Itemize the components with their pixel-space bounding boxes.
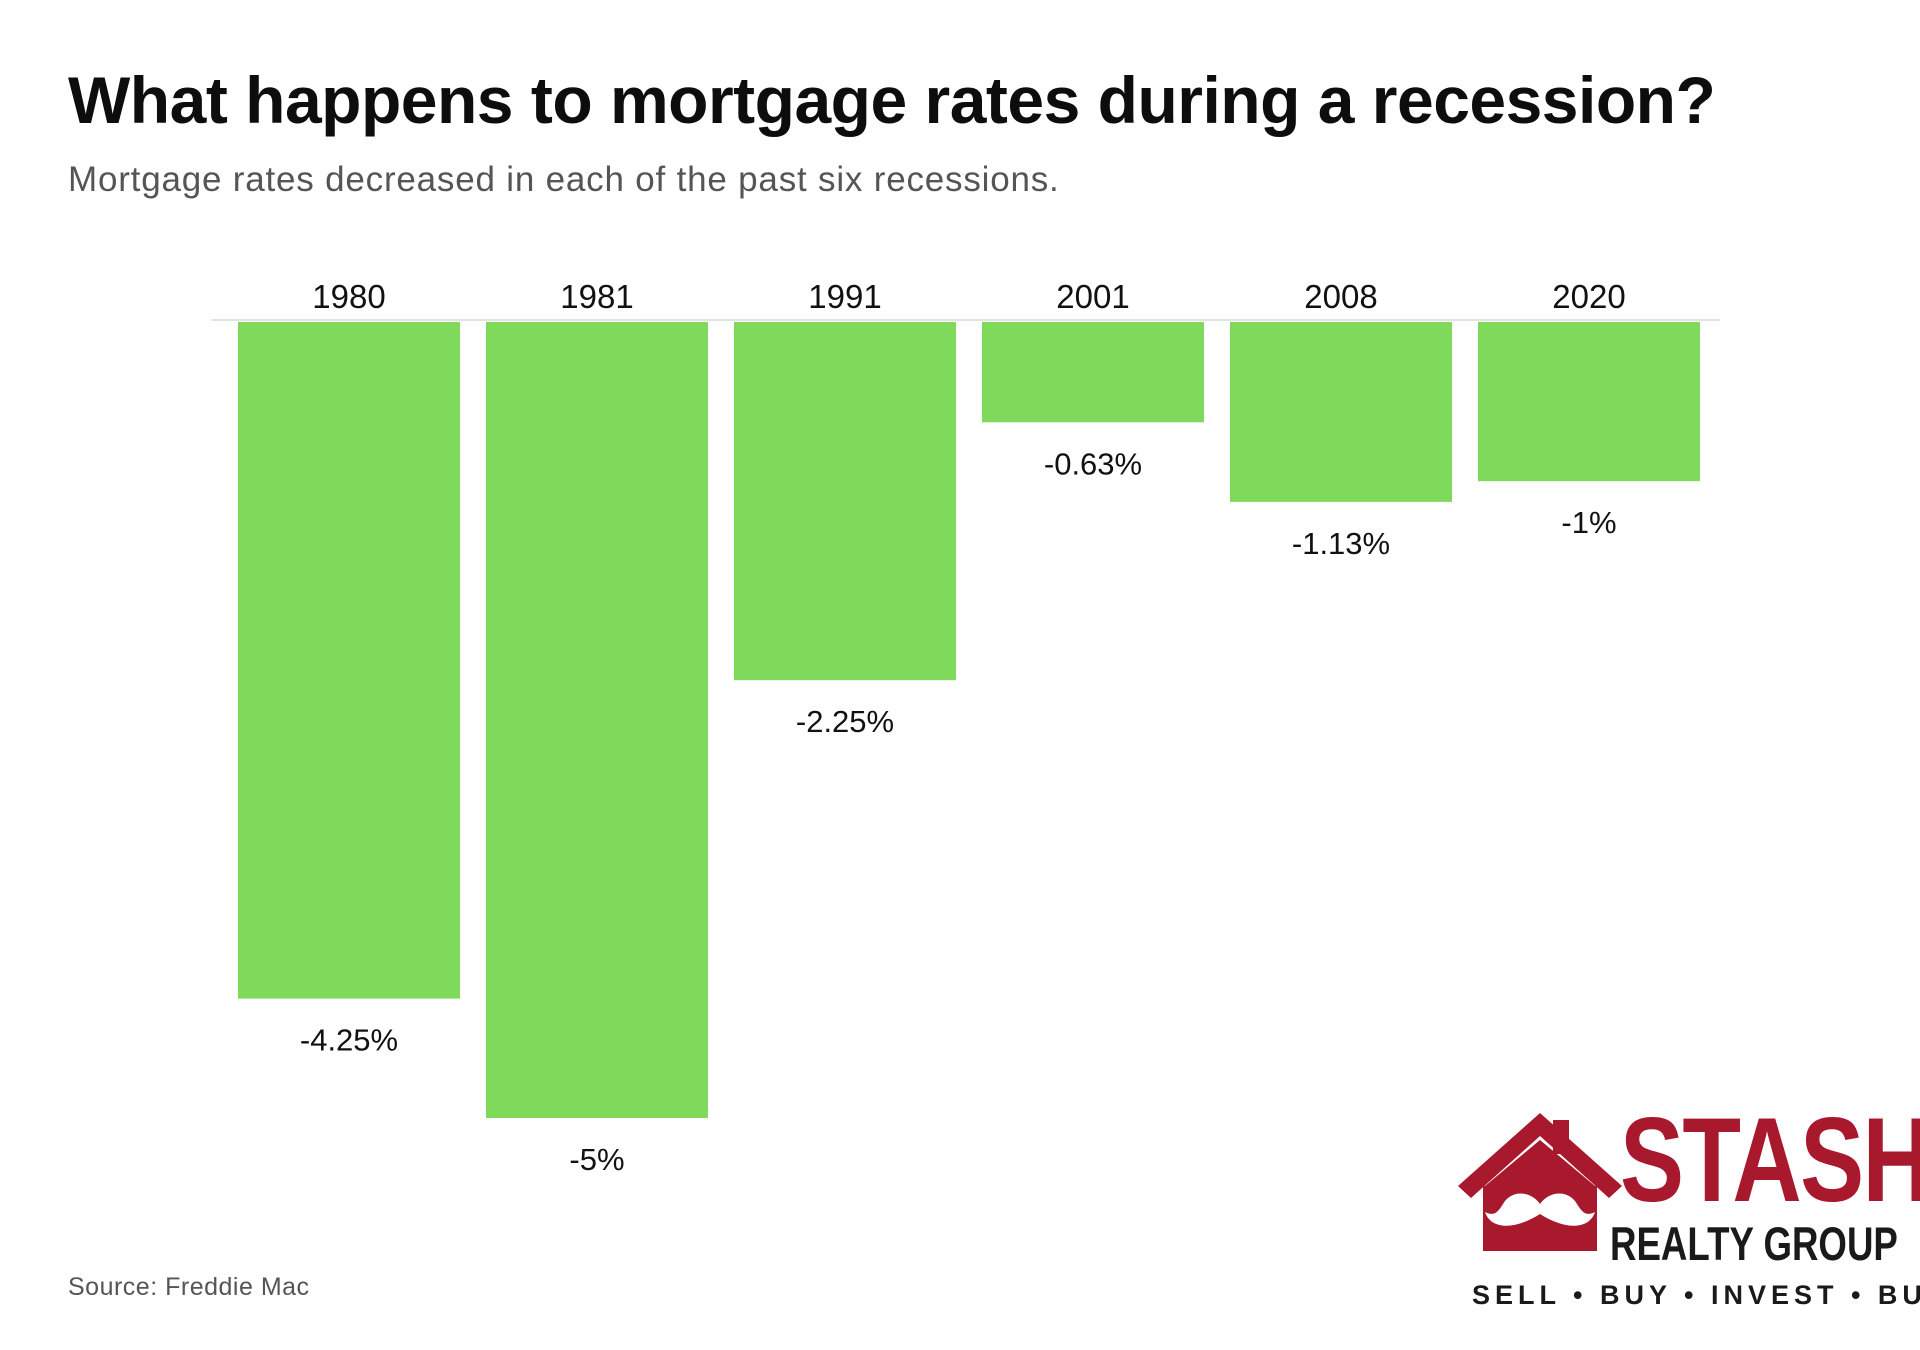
value-label-2020: -1% xyxy=(1561,505,1616,540)
logo-subname: REALTY GROUP xyxy=(1610,1217,1898,1270)
category-label-2008: 2008 xyxy=(1304,278,1377,315)
logo-tagline: SELL • BUY • INVEST • BUILD xyxy=(1472,1280,1920,1310)
bar-2008 xyxy=(1230,322,1452,502)
category-label-1980: 1980 xyxy=(312,278,385,315)
category-label-1991: 1991 xyxy=(808,278,881,315)
brand-logo: STASH REALTY GROUP SELL • BUY • INVEST •… xyxy=(1455,1100,1920,1323)
category-label-2001: 2001 xyxy=(1056,278,1129,315)
bar-2001 xyxy=(982,322,1204,423)
value-label-2008: -1.13% xyxy=(1292,526,1390,561)
category-label-2020: 2020 xyxy=(1552,278,1625,315)
bar-1991 xyxy=(734,322,956,681)
value-label-1991: -2.25% xyxy=(796,704,894,739)
house-mustache-icon xyxy=(1458,1113,1622,1251)
value-label-1981: -5% xyxy=(569,1142,624,1177)
bar-2020 xyxy=(1478,322,1700,482)
value-label-1980: -4.25% xyxy=(300,1023,398,1058)
logo-wordmark: STASH xyxy=(1620,1093,1920,1227)
category-label-1981: 1981 xyxy=(560,278,633,315)
bar-1981 xyxy=(486,322,708,1118)
bar-1980 xyxy=(238,322,460,999)
chart-subtitle: Mortgage rates decreased in each of the … xyxy=(68,160,1060,199)
chart-title: What happens to mortgage rates during a … xyxy=(68,63,1716,137)
value-label-2001: -0.63% xyxy=(1044,446,1142,481)
source-note: Source: Freddie Mac xyxy=(68,1273,310,1301)
